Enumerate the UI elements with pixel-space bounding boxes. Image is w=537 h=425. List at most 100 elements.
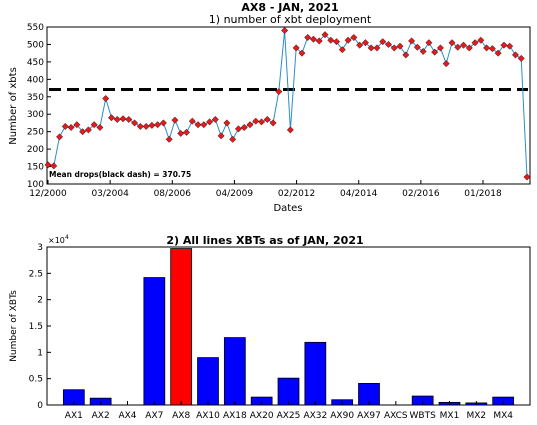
y-tick-label: 350 <box>27 93 44 103</box>
y-tick-label: 550 <box>27 23 44 33</box>
data-point <box>102 95 110 103</box>
x-tick-label: AX32 <box>303 411 327 421</box>
data-point <box>240 123 248 131</box>
data-point <box>142 122 150 130</box>
data-point <box>125 115 133 123</box>
y-tick-label: 1 <box>37 348 43 358</box>
data-point <box>159 119 167 127</box>
x-tick-label: 04/2014 <box>340 189 378 199</box>
chart1-title: AX8 - JAN, 2021 <box>241 1 338 14</box>
series-markers <box>44 27 531 181</box>
x-tick-label: 04/2009 <box>216 189 254 199</box>
data-point <box>436 44 444 52</box>
data-point <box>500 41 508 49</box>
chart1-x-axis: 12/2000 03/2004 08/2006 04/2009 02/2012 04/20… <box>29 180 502 199</box>
data-point <box>292 44 300 52</box>
x-tick-label: AX1 <box>65 411 83 421</box>
data-point <box>350 33 358 41</box>
x-tick-label: MX1 <box>440 411 460 421</box>
chart2-ylabel: Number of XBTs <box>9 290 19 362</box>
data-point <box>298 49 306 57</box>
data-point <box>211 115 219 123</box>
data-point <box>281 27 289 34</box>
data-point <box>442 60 450 68</box>
series-line <box>47 30 528 178</box>
data-point <box>188 117 196 125</box>
bars <box>62 248 515 406</box>
y-tick-label: 250 <box>27 128 44 138</box>
y-tick-label: 500 <box>27 40 44 50</box>
data-point <box>344 36 352 44</box>
data-point <box>373 44 381 52</box>
x-tick-label: AXCS <box>384 411 408 421</box>
data-point <box>148 121 156 129</box>
chart2-title: 2) All lines XBTs as of JAN, 2021 <box>166 234 363 247</box>
data-point <box>315 37 323 45</box>
data-point <box>494 49 502 57</box>
x-tick-label: AX25 <box>277 411 301 421</box>
x-tick-label: AX18 <box>223 411 247 421</box>
data-point <box>61 122 69 130</box>
data-point <box>321 31 329 39</box>
data-point <box>258 118 266 126</box>
data-point <box>356 41 364 49</box>
x-tick-label: 08/2006 <box>154 189 192 199</box>
data-point <box>269 119 277 127</box>
chart1-y-axis: 100 150 200 250 300 350 400 450 500 550 <box>27 23 51 190</box>
data-point <box>113 115 121 123</box>
data-point <box>460 41 468 49</box>
x-tick-label: AX10 <box>196 411 220 421</box>
deployment-line-chart: AX8 - JAN, 2021 1) number of xbt deploym… <box>8 1 531 214</box>
chart1-ylabel: Number of xbts <box>8 67 19 145</box>
data-point <box>425 39 433 47</box>
data-point <box>200 121 208 129</box>
data-point <box>177 129 185 137</box>
bar-ax7 <box>143 277 166 406</box>
data-point <box>90 121 98 129</box>
data-point <box>471 39 479 47</box>
x-tick-label: 02/2016 <box>402 189 440 199</box>
x-tick-label: AX8 <box>172 411 190 421</box>
x-tick-label: 02/2012 <box>278 189 315 199</box>
data-point <box>413 43 421 51</box>
y-tick-label: 1.5 <box>29 322 43 332</box>
data-point <box>50 162 58 170</box>
x-tick-label: MX2 <box>466 411 486 421</box>
data-point <box>107 114 115 122</box>
chart1-plot-frame <box>46 26 531 185</box>
data-point <box>390 44 398 52</box>
chart1-xlabel: Dates <box>273 203 302 214</box>
exponent-power: 4 <box>65 234 69 241</box>
data-point <box>246 121 254 129</box>
data-point <box>286 126 294 134</box>
data-point <box>327 36 335 44</box>
data-point <box>183 128 190 136</box>
data-point <box>119 115 127 123</box>
y-tick-label: 2 <box>37 296 43 306</box>
data-point <box>309 35 317 43</box>
data-point <box>333 38 341 46</box>
data-point <box>275 88 283 96</box>
data-point <box>517 54 525 62</box>
data-point <box>511 51 519 59</box>
data-point <box>523 173 531 181</box>
y-tick-label: 150 <box>27 163 44 173</box>
data-point <box>379 38 387 46</box>
y-tick-label: 400 <box>27 75 44 85</box>
data-point <box>229 135 237 143</box>
data-point <box>73 121 81 129</box>
data-point <box>56 133 64 141</box>
bar-ax32 <box>304 341 327 406</box>
x-tick-label: AX97 <box>357 411 381 421</box>
data-point <box>367 44 375 52</box>
data-point <box>396 42 404 50</box>
y-tick-label: 450 <box>27 58 44 68</box>
chart2-x-axis: AX1 AX2 AX4 AX7 AX8 AX10 AX18 AX20 AX25 AX32 AX90 A… <box>65 401 513 421</box>
y-tick-label: 2.5 <box>29 269 43 279</box>
x-tick-label: AX4 <box>118 411 136 421</box>
y-tick-label: 3 <box>37 243 43 253</box>
x-tick-label: 03/2004 <box>91 189 129 199</box>
data-point <box>165 135 173 143</box>
data-point <box>506 42 514 50</box>
